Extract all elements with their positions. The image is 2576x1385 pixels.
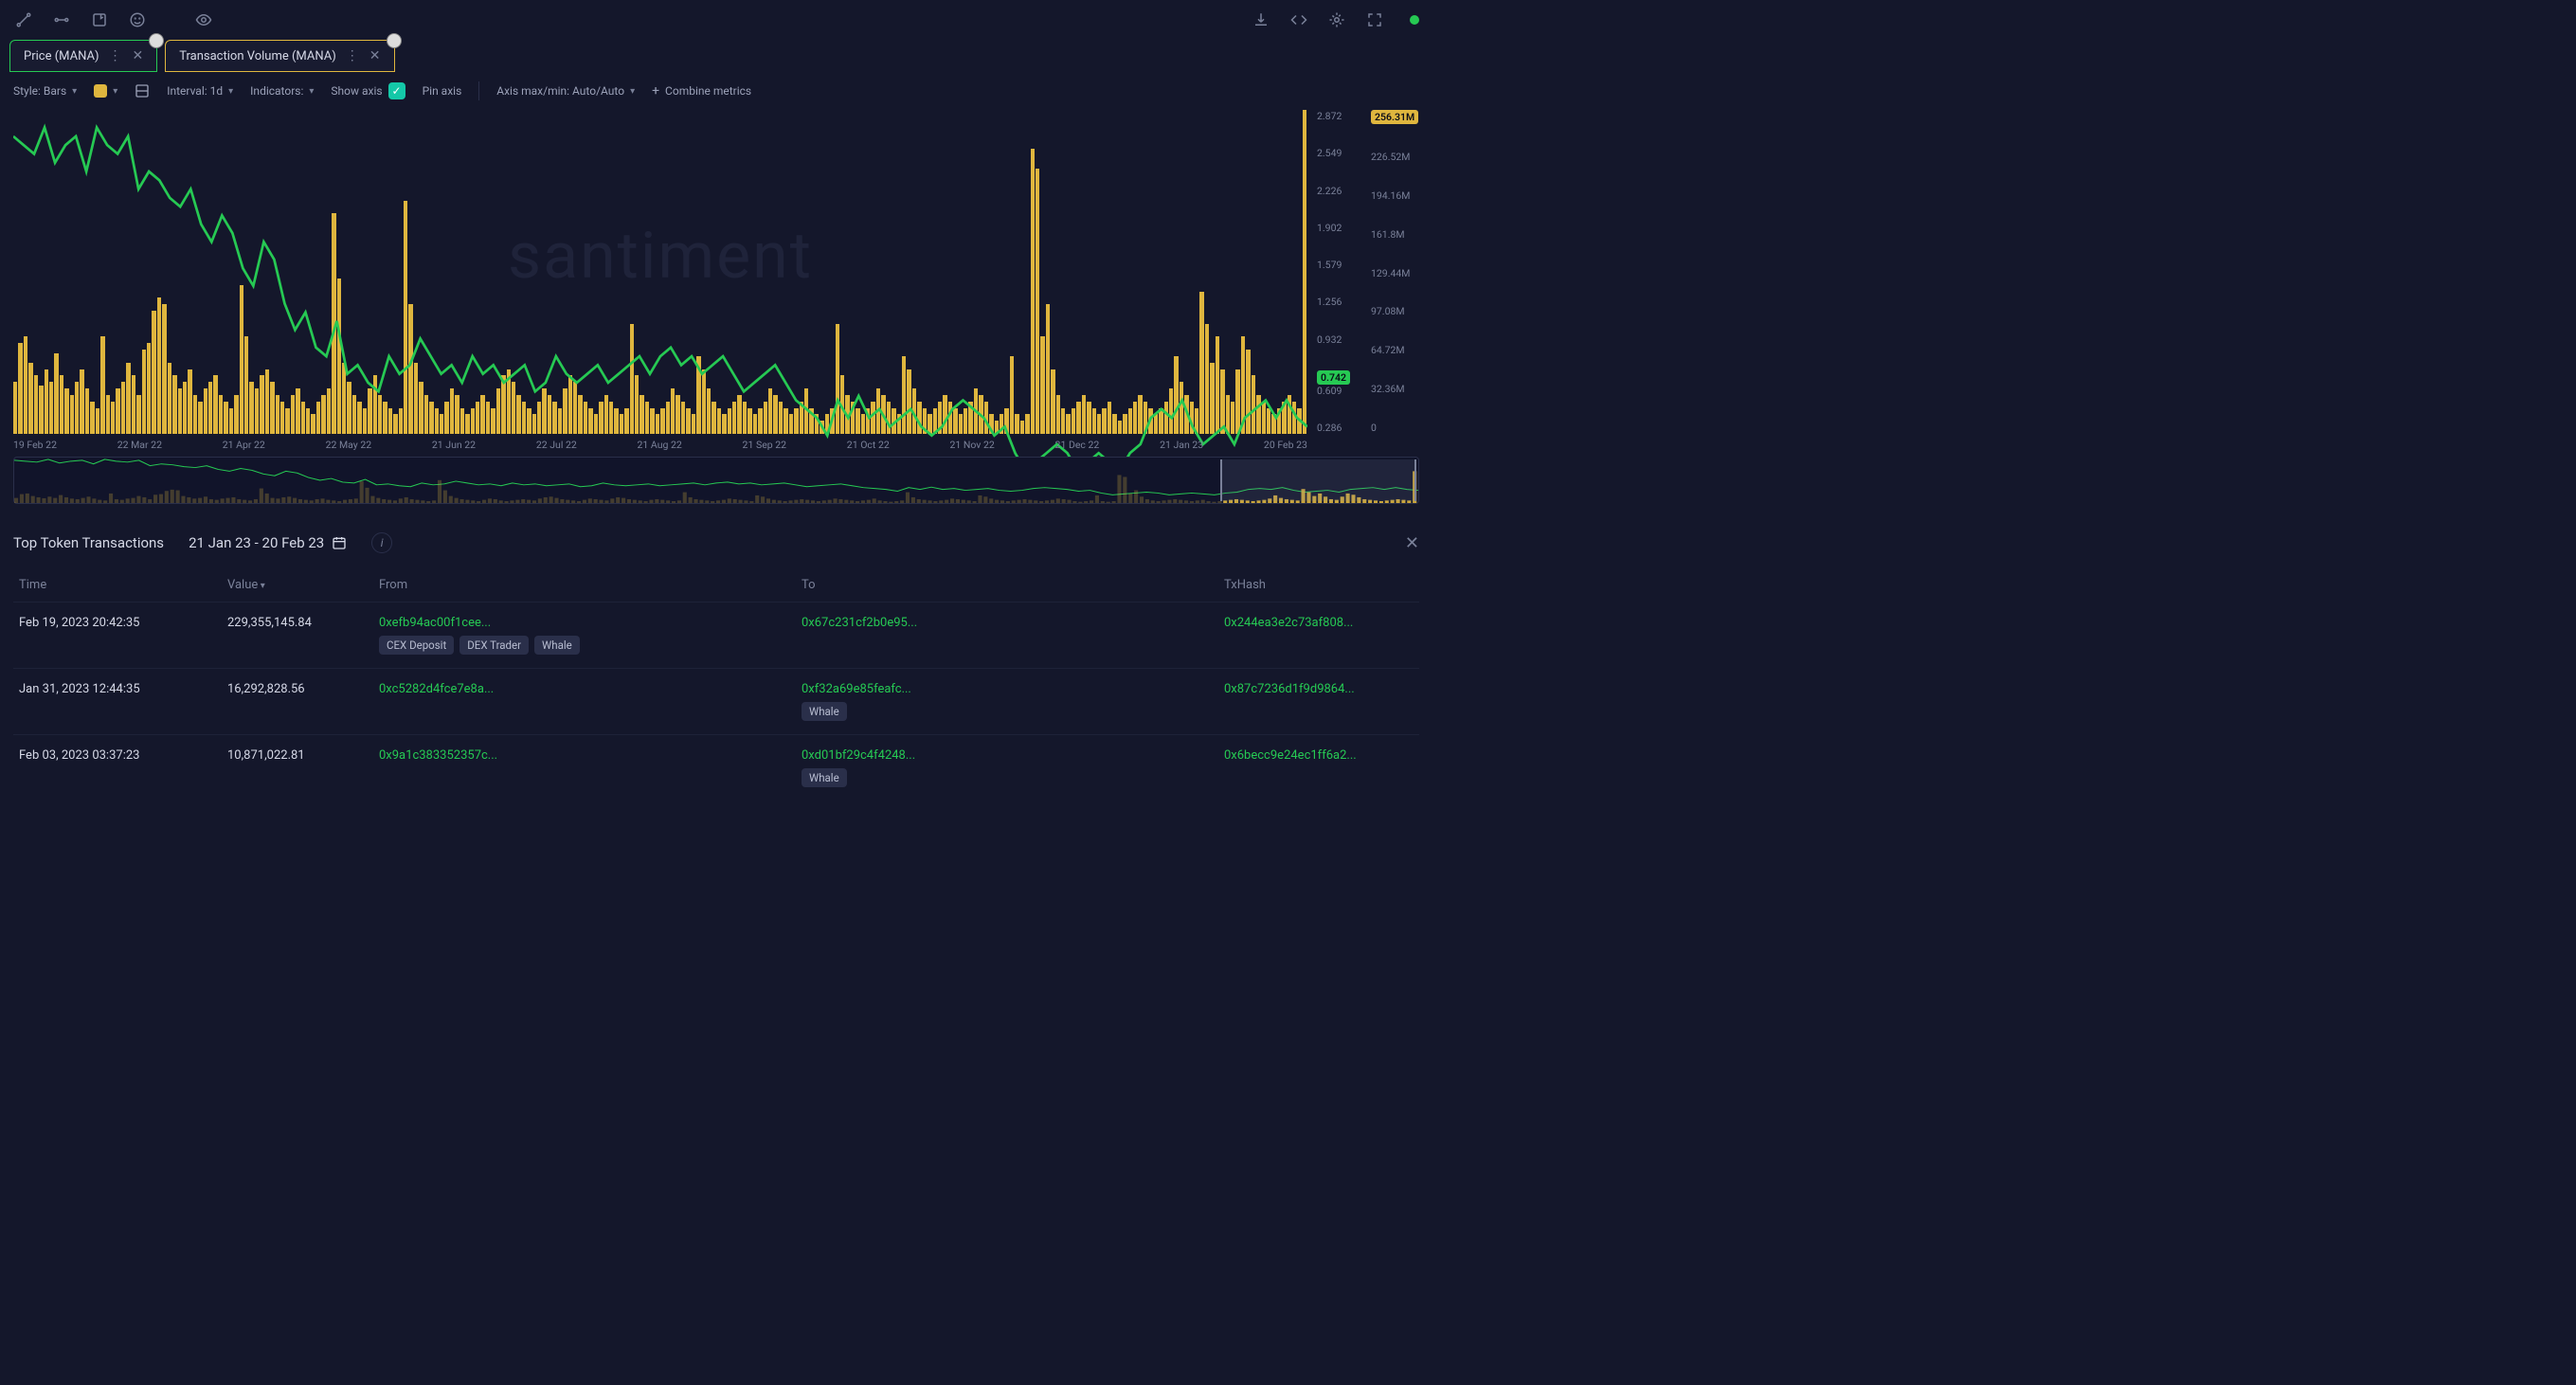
cell-time: Feb 19, 2023 20:42:35 [19,616,227,630]
y-axis-volume: 256.31M226.52M194.16M161.8M129.44M97.08M… [1365,110,1419,434]
y-axis-price: 2.8722.5492.2261.9021.5791.2560.9320.742… [1311,110,1365,434]
topbar [0,0,1432,40]
line-tool-icon[interactable] [13,9,34,30]
cell-to: 0x67c231cf2b0e95... [802,616,1224,630]
address-tag: Whale [802,702,847,721]
cell-to: 0xd01bf29c4f4248... Whale [802,748,1224,787]
col-header-time[interactable]: Time [19,578,227,592]
address-link[interactable]: 0xf32a69e85feafc... [802,682,1215,696]
metric-tabs: Price (MANA) ⋮ ✕ Transaction Volume (MAN… [0,40,1432,72]
col-header-value[interactable]: Value [227,578,379,592]
address-tag: Whale [802,768,847,787]
transactions-table: Time Value From To TxHash Feb 19, 2023 2… [13,568,1419,800]
table-row: Jan 31, 2023 12:44:3516,292,828.560xc528… [13,668,1419,734]
checkmark-icon: ✓ [388,82,405,99]
indicators-selector[interactable]: Indicators:▾ [250,84,314,98]
x-axis: 19 Feb 2222 Mar 2221 Apr 2222 May 2221 J… [13,439,1307,451]
cell-txhash: 0x87c7236d1f9d9864... [1224,682,1414,696]
scale-icon[interactable] [135,83,150,99]
tab-label: Transaction Volume (MANA) [179,49,336,63]
volume-bars [13,110,1307,434]
transactions-header: Top Token Transactions 21 Jan 23 - 20 Fe… [13,517,1419,568]
cell-txhash: 0x244ea3e2c73af808... [1224,616,1414,630]
style-selector[interactable]: Style: Bars▾ [13,84,77,98]
txhash-link[interactable]: 0x244ea3e2c73af808... [1224,616,1353,630]
chart-plot-area: santiment [13,110,1307,434]
cell-to: 0xf32a69e85feafc... Whale [802,682,1224,721]
tab-volume[interactable]: Transaction Volume (MANA) ⋮ ✕ [165,40,394,72]
txhash-link[interactable]: 0x87c7236d1f9d9864... [1224,682,1355,696]
interval-selector[interactable]: Interval: 1d▾ [167,84,233,98]
tab-price[interactable]: Price (MANA) ⋮ ✕ [9,40,157,72]
cell-from: 0xc5282d4fce7e8a... [379,682,802,696]
gear-icon[interactable] [1326,9,1347,30]
cell-txhash: 0x6becc9e24ec1ff6a2... [1224,748,1414,763]
code-icon[interactable] [1288,9,1309,30]
cell-time: Jan 31, 2023 12:44:35 [19,682,227,696]
calendar-icon [332,535,347,550]
cell-from: 0x9a1c383352357c... [379,748,802,763]
address-tag: Whale [534,636,580,655]
minimap-svg [14,458,1418,503]
cell-from: 0xefb94ac00f1cee... CEX Deposit DEX Trader… [379,616,802,655]
table-header-row: Time Value From To TxHash [13,568,1419,602]
date-range-picker[interactable]: 21 Jan 23 - 20 Feb 23 [179,529,356,557]
minimap-selection[interactable] [1220,459,1416,501]
fullscreen-icon[interactable] [1364,9,1385,30]
transactions-section: Top Token Transactions 21 Jan 23 - 20 Fe… [0,517,1432,800]
address-link[interactable]: 0xd01bf29c4f4248... [802,748,1215,763]
eye-icon[interactable] [193,9,214,30]
col-header-from[interactable]: From [379,578,802,592]
close-icon[interactable]: ✕ [369,48,381,63]
cell-time: Feb 03, 2023 03:37:23 [19,748,227,763]
txhash-link[interactable]: 0x6becc9e24ec1ff6a2... [1224,748,1357,763]
tab-menu-icon[interactable]: ⋮ [346,48,360,63]
show-axis-toggle[interactable]: Show axis✓ [331,82,405,99]
pin-axis-toggle[interactable]: Pin axis [423,84,462,98]
chain-badge-icon [387,33,402,48]
table-row: Feb 19, 2023 20:42:35229,355,145.840xefb… [13,602,1419,668]
close-icon[interactable]: ✕ [1405,533,1419,553]
topbar-actions [1251,9,1419,30]
combine-metrics-button[interactable]: +Combine metrics [652,83,751,99]
y-axes: 2.8722.5492.2261.9021.5791.2560.9320.742… [1311,110,1419,434]
divider [478,81,479,100]
cell-value: 10,871,022.81 [227,748,379,763]
tab-label: Price (MANA) [24,49,99,63]
note-icon[interactable] [89,9,110,30]
connector-tool-icon[interactable] [51,9,72,30]
address-tag: CEX Deposit [379,636,454,655]
address-tag: DEX Trader [459,636,529,655]
transactions-title: Top Token Transactions [13,534,164,551]
address-link[interactable]: 0xc5282d4fce7e8a... [379,682,792,696]
color-selector[interactable]: ▾ [94,84,117,98]
close-icon[interactable]: ✕ [132,48,143,63]
topbar-tools [13,9,214,30]
col-header-to[interactable]: To [802,578,1224,592]
chart-controls: Style: Bars▾ ▾ Interval: 1d▾ Indicators:… [0,72,1432,110]
col-header-txhash[interactable]: TxHash [1224,578,1414,592]
tab-menu-icon[interactable]: ⋮ [108,48,122,63]
chain-badge-icon [149,33,164,48]
cell-value: 229,355,145.84 [227,616,379,630]
info-icon[interactable]: i [371,532,392,553]
address-link[interactable]: 0x67c231cf2b0e95... [802,616,1215,630]
chart-minimap[interactable] [13,457,1419,504]
main-chart[interactable]: santiment 19 Feb 2222 Mar 2221 Apr 2222 … [13,110,1419,451]
table-row: Feb 03, 2023 03:37:2310,871,022.810x9a1c… [13,734,1419,800]
status-indicator [1410,15,1419,25]
download-icon[interactable] [1251,9,1271,30]
emoji-icon[interactable] [127,9,148,30]
axis-minmax-selector[interactable]: Axis max/min: Auto/Auto▾ [496,84,635,98]
cell-value: 16,292,828.56 [227,682,379,696]
address-link[interactable]: 0xefb94ac00f1cee... [379,616,792,630]
address-link[interactable]: 0x9a1c383352357c... [379,748,792,763]
